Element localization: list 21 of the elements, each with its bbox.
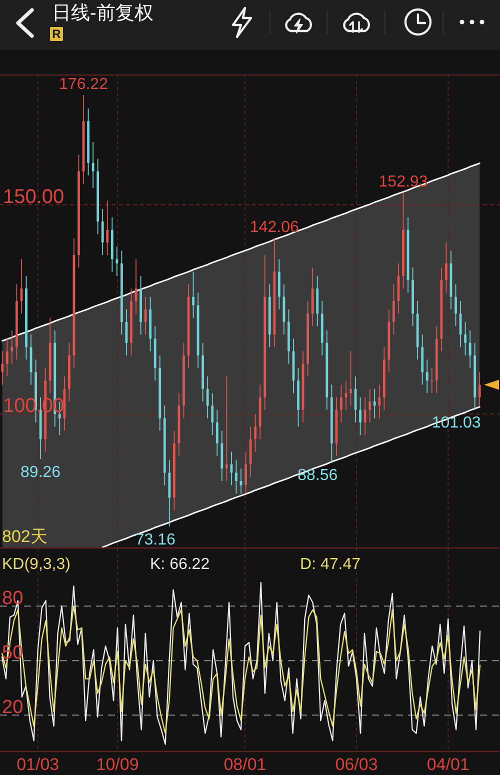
y-tick-label: 20 xyxy=(2,697,24,718)
chart-title: 日线-前复权 xyxy=(52,3,154,24)
annotation: 802天 xyxy=(2,527,48,546)
annotation: 88.56 xyxy=(298,466,338,484)
x-tick-label: 08/01 xyxy=(224,755,266,774)
annotation: 73.16 xyxy=(135,531,176,548)
text: KD(9,3,3) xyxy=(2,556,70,573)
annotation: 89.26 xyxy=(20,464,61,482)
legend-item: D: 47.47 xyxy=(300,556,360,573)
subtitle-badge: R xyxy=(50,27,63,41)
y-tick-label: 150.00 xyxy=(3,186,64,208)
annotation: 152.93 xyxy=(378,173,428,190)
y-tick-label: 80 xyxy=(2,588,24,610)
x-tick-label: 04/01 xyxy=(426,755,470,774)
x-tick-label: 01/03 xyxy=(16,755,60,774)
annotation: 142.06 xyxy=(250,218,299,236)
x-tick-label: 06/03 xyxy=(335,755,378,774)
annotation: 101.03 xyxy=(432,414,481,432)
annotation: 176.22 xyxy=(59,76,108,94)
x-tick-label: 10/09 xyxy=(96,755,139,774)
legend-item: K: 66.22 xyxy=(150,556,210,573)
